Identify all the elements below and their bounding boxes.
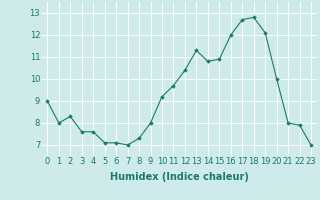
X-axis label: Humidex (Indice chaleur): Humidex (Indice chaleur) [110, 172, 249, 182]
